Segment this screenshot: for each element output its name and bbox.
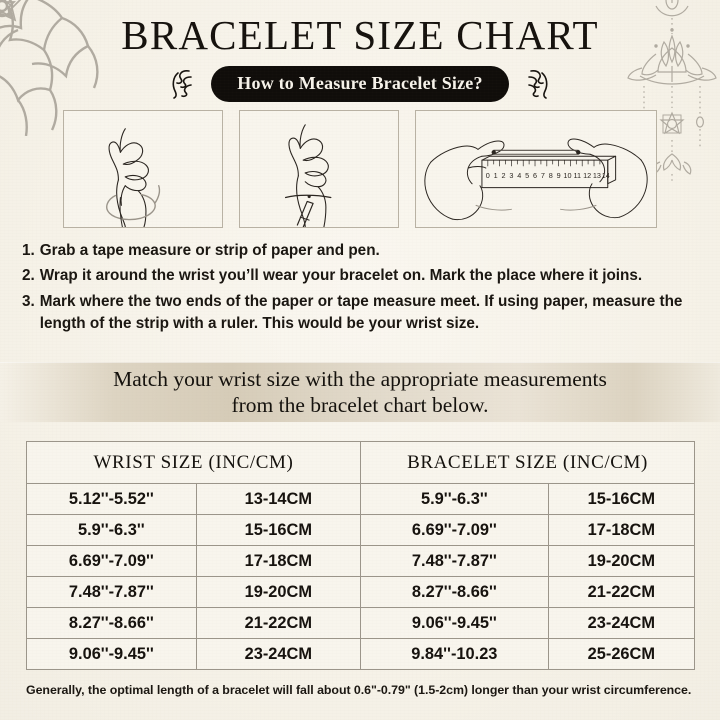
svg-text:12: 12 [583,171,591,180]
header-wrist-size: WRIST SIZE (INC/CM) [26,441,361,484]
svg-text:3: 3 [509,171,513,180]
table-row: 6.69''-7.09'' 17-18CM 7.48''-7.87'' 19-2… [26,545,696,577]
cell-wrist-inch: 5.9''-6.3'' [26,514,197,546]
table-row: 5.12''-5.52'' 13-14CM 5.9''-6.3'' 15-16C… [26,483,696,515]
table-row: 5.9''-6.3'' 15-16CM 6.69''-7.09'' 17-18C… [26,514,696,546]
step-number: 1. [22,242,35,259]
bracelet-size-table: WRIST SIZE (INC/CM) BRACELET SIZE (INC/C… [26,441,696,670]
step-text: Grab a tape measure or strip of paper an… [39,242,380,259]
how-to-measure-badge[interactable]: How to Measure Bracelet Size? [211,66,509,102]
cell-wrist-cm: 17-18CM [195,545,361,577]
cell-wrist-cm: 15-16CM [195,514,361,546]
cell-bracelet-inch: 8.27''-8.66'' [359,576,549,608]
svg-text:6: 6 [533,171,537,180]
svg-text:11: 11 [574,171,582,180]
svg-text:9: 9 [557,171,561,180]
table-row: 7.48''-7.87'' 19-20CM 8.27''-8.66'' 21-2… [26,576,696,608]
illustration-hand-marking-wrist-with-pen [239,110,399,228]
cell-wrist-inch: 5.12''-5.52'' [26,483,197,515]
cell-bracelet-inch: 5.9''-6.3'' [359,483,549,515]
svg-text:8: 8 [549,171,553,180]
table-header-row: WRIST SIZE (INC/CM) BRACELET SIZE (INC/C… [26,441,696,484]
cell-bracelet-cm: 25-26CM [547,638,696,670]
cell-bracelet-inch: 9.06''-9.45'' [359,607,549,639]
cell-bracelet-inch: 9.84''-10.23 [359,638,549,670]
svg-text:13: 13 [593,171,601,180]
svg-text:1: 1 [494,171,498,180]
cell-bracelet-cm: 19-20CM [547,545,696,577]
step-text: Mark where the two ends of the paper or … [39,292,683,333]
cell-bracelet-cm: 15-16CM [547,483,696,515]
banner-text: Match your wrist size with the appropria… [85,366,635,418]
step-number: 2. [22,267,35,285]
cell-wrist-inch: 7.48''-7.87'' [26,576,197,608]
header-bracelet-size: BRACELET SIZE (INC/CM) [359,441,696,484]
cell-wrist-inch: 9.06''-9.45'' [26,638,197,670]
svg-text:7: 7 [541,171,545,180]
page-title: BRACELET SIZE CHART [121,12,599,58]
svg-text:0: 0 [486,171,490,180]
step-number: 3. [22,292,35,310]
step-text: Wrap it around the wrist you’ll wear you… [39,267,643,285]
table-row: 8.27''-8.66'' 21-22CM 9.06''-9.45'' 23-2… [26,607,696,639]
match-size-banner: Match your wrist size with the appropria… [0,362,720,422]
svg-text:5: 5 [525,171,529,180]
cell-bracelet-cm: 17-18CM [547,514,696,546]
svg-text:10: 10 [563,171,571,180]
cell-wrist-cm: 21-22CM [195,607,361,639]
cell-wrist-cm: 13-14CM [195,483,361,515]
list-item: 3. Mark where the two ends of the paper … [22,291,702,336]
list-item: 2. Wrap it around the wrist you’ll wear … [22,265,702,287]
cell-wrist-cm: 23-24CM [195,638,361,670]
banner-line-1: Match your wrist size with the appropria… [113,366,607,391]
instruction-list: 1. Grab a tape measure or strip of paper… [22,240,702,339]
badge-row: How to Measure Bracelet Size? [0,66,720,102]
svg-text:4: 4 [517,171,521,180]
svg-text:14: 14 [602,171,610,180]
footer-note: Generally, the optimal length of a brace… [26,683,692,697]
cell-bracelet-cm: 21-22CM [547,576,696,608]
cell-bracelet-cm: 23-24CM [547,607,696,639]
banner-line-2: from the bracelet chart below. [231,393,489,417]
size-table-wrapper: WRIST SIZE (INC/CM) BRACELET SIZE (INC/C… [26,441,696,670]
swirl-flourish-icon [527,70,548,99]
list-item: 1. Grab a tape measure or strip of paper… [22,240,702,262]
cell-wrist-inch: 6.69''-7.09'' [26,545,197,577]
cell-wrist-inch: 8.27''-8.66'' [26,607,197,639]
swirl-flourish-icon [172,70,193,99]
svg-text:2: 2 [502,171,506,180]
cell-bracelet-inch: 6.69''-7.09'' [359,514,549,546]
illustration-hand-with-tape-around-wrist [63,110,223,228]
table-row: 9.06''-9.45'' 23-24CM 9.84''-10.23 25-26… [26,638,696,670]
cell-wrist-cm: 19-20CM [195,576,361,608]
cell-bracelet-inch: 7.48''-7.87'' [359,545,549,577]
